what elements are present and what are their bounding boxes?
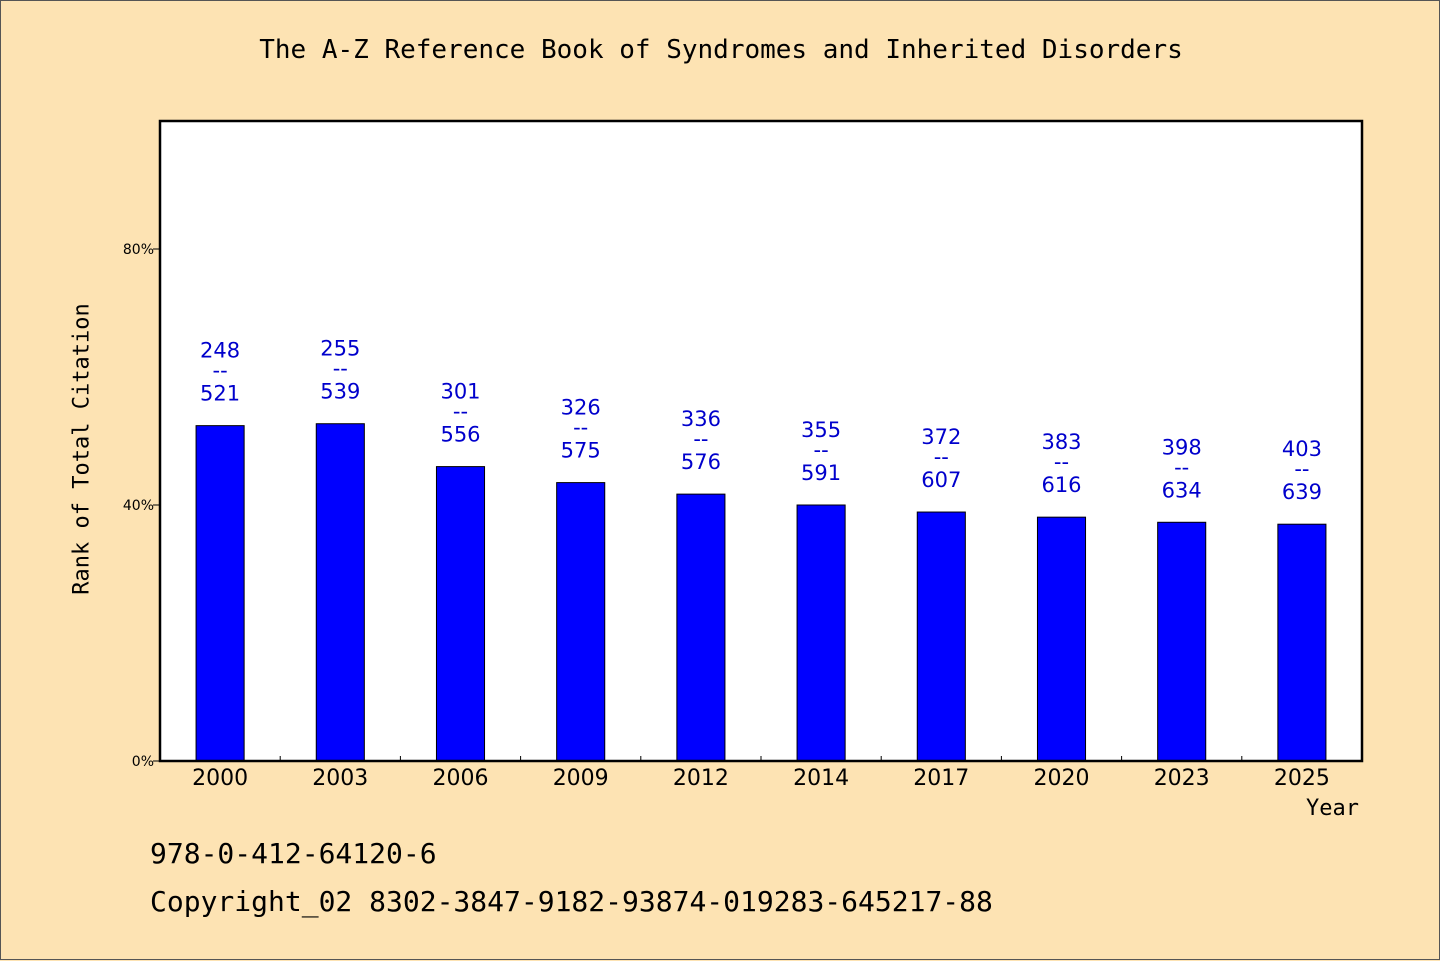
data-label-top: 301	[440, 380, 480, 404]
data-label-bottom: 607	[921, 468, 961, 492]
chart-title: The A-Z Reference Book of Syndromes and …	[259, 35, 1183, 65]
copyright-text: Copyright_02 8302-3847-9182-93874-019283…	[150, 885, 993, 918]
data-label-bottom: 616	[1041, 473, 1081, 497]
data-label-separator: --	[1054, 450, 1069, 474]
data-label-separator: --	[453, 400, 468, 424]
x-tick-label: 2017	[913, 766, 969, 791]
data-label-top: 248	[200, 339, 240, 363]
x-tick-label: 2006	[433, 766, 489, 791]
data-label-separator: --	[934, 445, 949, 469]
bar	[916, 511, 966, 762]
x-tick-label: 2014	[793, 766, 849, 791]
bar	[1277, 523, 1327, 762]
data-label-top: 372	[921, 425, 961, 449]
data-label-bottom: 639	[1282, 480, 1322, 504]
x-tick-label: 2025	[1274, 766, 1330, 791]
data-label-bottom: 521	[200, 382, 240, 406]
y-tick-label: 40%	[123, 498, 154, 514]
x-tick-label: 2020	[1034, 766, 1090, 791]
x-tick-label: 2009	[553, 766, 609, 791]
bar	[315, 423, 365, 762]
data-label-top: 398	[1162, 435, 1202, 459]
data-label-bottom: 576	[681, 450, 721, 474]
bar	[435, 466, 486, 762]
data-label-separator: --	[1174, 455, 1189, 479]
data-label-separator: --	[333, 357, 348, 381]
data-label-bottom: 634	[1162, 478, 1202, 502]
x-tick-label: 2023	[1154, 766, 1210, 791]
data-label-separator: --	[693, 427, 708, 451]
bar	[1036, 516, 1087, 762]
data-label-bottom: 556	[440, 423, 480, 447]
x-axis-label: Year	[1306, 796, 1359, 821]
bar	[676, 493, 726, 762]
bar	[195, 425, 245, 762]
data-label-separator: --	[1294, 457, 1309, 481]
x-tick-label: 2000	[192, 766, 248, 791]
data-label-separator: --	[213, 359, 228, 383]
data-label-top: 255	[320, 337, 360, 361]
data-label-bottom: 539	[320, 380, 360, 404]
data-label-top: 355	[801, 418, 841, 442]
bar	[796, 504, 846, 762]
isbn-text: 978-0-412-64120-6	[150, 837, 437, 870]
y-tick-label: 0%	[132, 754, 154, 770]
x-tick-label: 2003	[312, 766, 368, 791]
data-label-top: 336	[681, 407, 721, 431]
data-label-separator: --	[573, 416, 588, 440]
bar	[556, 482, 606, 762]
data-label-top: 383	[1041, 430, 1081, 454]
data-label-top: 403	[1282, 437, 1322, 461]
data-label-bottom: 591	[801, 461, 841, 485]
data-label-bottom: 575	[561, 439, 601, 463]
data-label-separator: --	[814, 438, 829, 462]
data-label-top: 326	[561, 396, 601, 420]
bar	[1157, 521, 1207, 762]
y-tick-label: 80%	[123, 242, 154, 258]
x-tick-label: 2012	[673, 766, 729, 791]
plot-border	[158, 119, 1364, 763]
